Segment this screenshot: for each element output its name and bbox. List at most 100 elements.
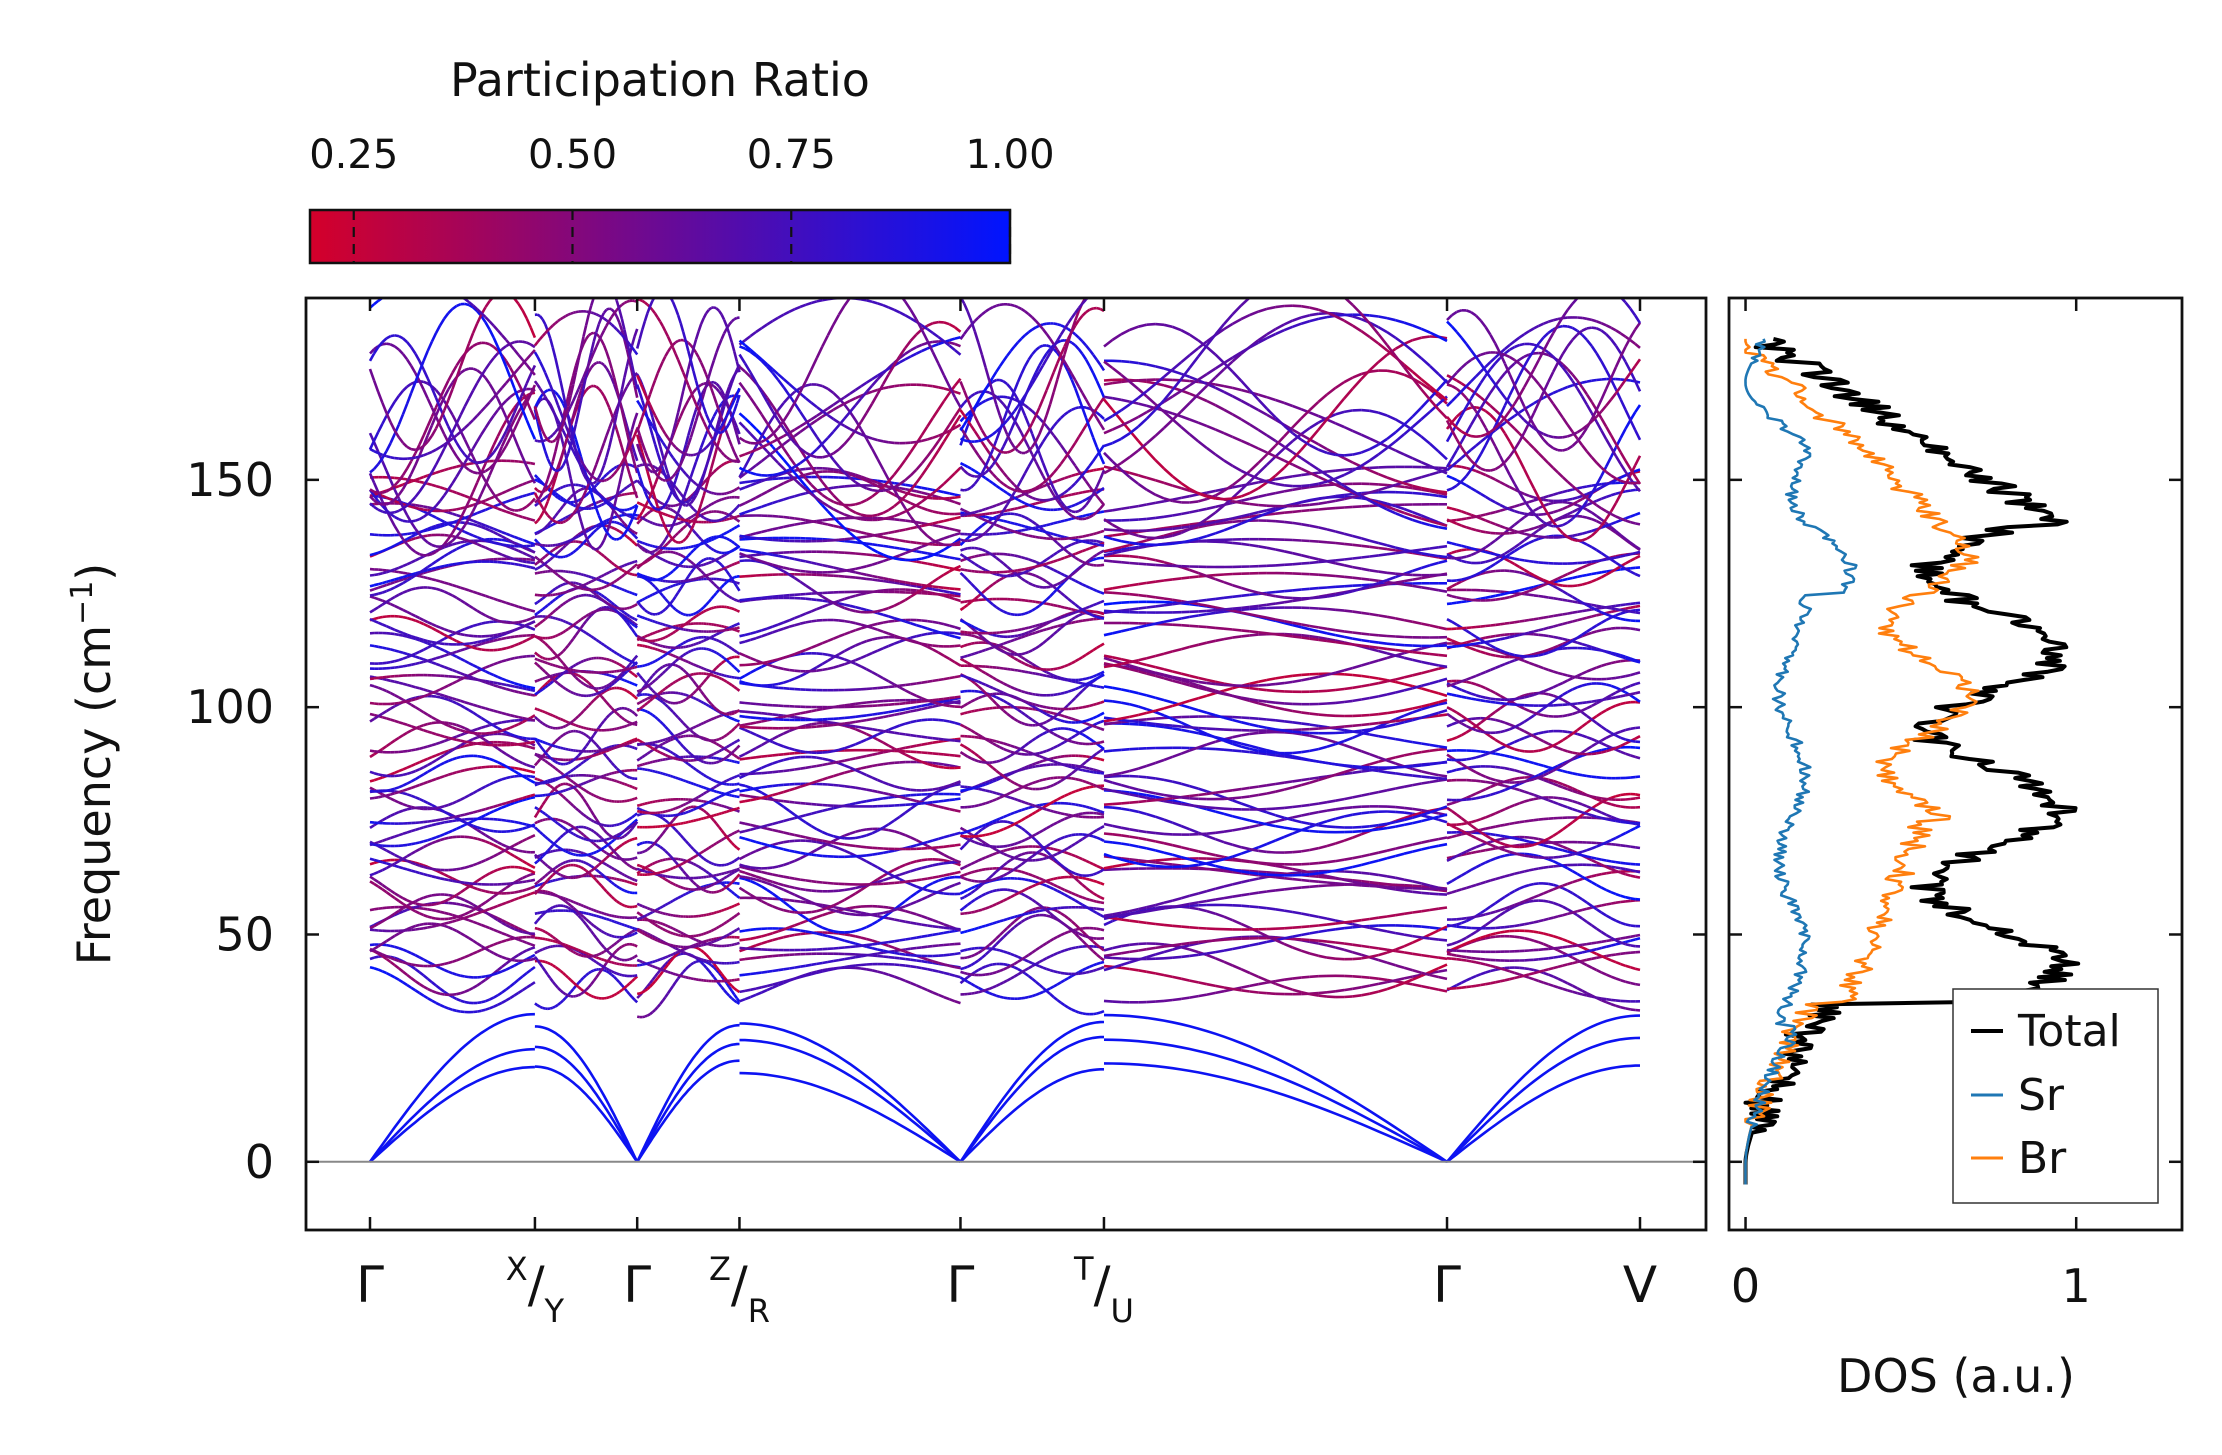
band-line: [406, 807, 412, 811]
band-line: [547, 961, 551, 966]
band-line: [590, 754, 595, 758]
band-line: [431, 875, 437, 879]
band-line: [497, 729, 503, 733]
band-line: [488, 383, 495, 392]
band-line: [460, 741, 466, 747]
band-line: [493, 683, 499, 688]
band-line: [394, 579, 400, 584]
band-line: [496, 387, 503, 394]
band-line: [595, 500, 600, 505]
band-line: [510, 562, 515, 566]
band-line: [628, 537, 633, 542]
band-line: [485, 681, 491, 686]
band-line: [560, 877, 564, 881]
band-line: [588, 580, 592, 584]
band-line: [398, 606, 404, 612]
band-line: [619, 857, 623, 861]
band-line: [564, 797, 570, 803]
band-line: [493, 673, 499, 679]
band-line: [373, 582, 379, 587]
band-line: [385, 795, 392, 800]
band-line: [509, 926, 515, 931]
band-line: [518, 495, 523, 499]
band-line: [514, 685, 519, 689]
band-line: [452, 726, 458, 731]
band-line: [522, 797, 528, 802]
band-line: [439, 664, 445, 669]
band-line: [611, 919, 615, 923]
band-line: [569, 624, 575, 629]
band-line: [509, 628, 515, 633]
band-line: [567, 770, 572, 775]
band-line: [580, 851, 584, 855]
band-line: [562, 499, 567, 503]
band-line: [377, 795, 383, 799]
band-line: [489, 731, 494, 735]
band-line: [472, 912, 478, 917]
band-line: [560, 665, 564, 670]
band-line: [501, 988, 507, 994]
band-line: [621, 614, 626, 619]
band-line: [476, 733, 482, 739]
band-line: [439, 696, 445, 700]
band-line: [480, 525, 486, 530]
band-line: [406, 561, 412, 566]
band-line: [526, 745, 532, 749]
band-line: [564, 821, 569, 826]
band-line: [562, 544, 567, 549]
band-line: [431, 908, 437, 913]
band-line: [626, 720, 631, 724]
band-line: [513, 962, 520, 967]
band-line: [608, 647, 613, 652]
band-line: [443, 627, 449, 632]
band-line: [565, 747, 569, 751]
band-line: [381, 847, 388, 852]
band-line: [600, 943, 605, 949]
band-line: [402, 772, 408, 777]
band-line: [544, 563, 549, 568]
band-line: [418, 621, 425, 626]
band-line: [468, 419, 475, 426]
band-line: [391, 290, 395, 292]
band-line: [567, 944, 572, 949]
band-line: [431, 586, 437, 591]
band-line: [476, 642, 482, 647]
band-line: [610, 866, 615, 871]
band-line: [427, 621, 433, 626]
band-line: [582, 781, 587, 785]
band-line: [618, 989, 623, 994]
band-line: [493, 838, 499, 844]
band-line: [517, 353, 524, 361]
band-line: [633, 673, 638, 679]
band-line: [390, 787, 396, 792]
band-line: [613, 677, 618, 682]
band-line: [613, 961, 618, 965]
band-line: [369, 644, 375, 648]
band-line: [493, 994, 499, 999]
band-line: [489, 525, 495, 531]
band-line: [539, 754, 543, 758]
band-line: [394, 810, 400, 816]
band-line: [631, 693, 636, 698]
band-line: [549, 892, 554, 897]
band-line: [593, 753, 597, 757]
band-line: [513, 953, 520, 959]
band-line: [402, 385, 409, 392]
band-line: [572, 549, 577, 554]
band-line: [517, 927, 524, 932]
band-line: [493, 1003, 499, 1008]
band-line: [598, 915, 602, 919]
band-line: [472, 810, 478, 814]
band-line: [456, 507, 461, 511]
band-line: [497, 841, 503, 846]
band-line: [536, 858, 541, 863]
band-line: [439, 877, 445, 881]
band-line: [598, 957, 602, 961]
band-line: [634, 661, 638, 666]
band-line: [575, 783, 580, 788]
band-line: [431, 840, 437, 845]
band-line: [488, 328, 495, 339]
band-line: [480, 978, 487, 984]
band-line: [590, 792, 595, 797]
band-line: [452, 913, 457, 918]
